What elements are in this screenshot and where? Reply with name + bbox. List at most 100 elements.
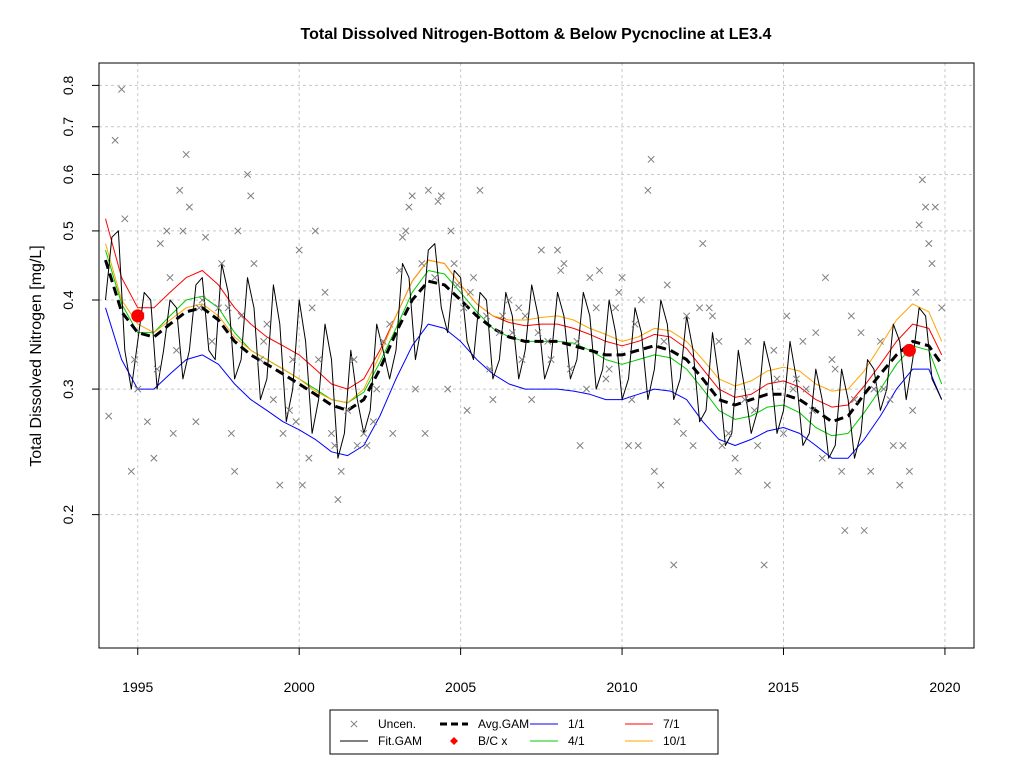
series-line-4-1: [105, 249, 943, 437]
legend-item: 1/1: [530, 717, 585, 731]
uncensored-point: [521, 312, 529, 320]
uncensored-point: [489, 396, 497, 404]
uncensored-point: [809, 406, 817, 414]
series-line-avg-gam: [104, 259, 943, 424]
x-tick-label: 1995: [122, 679, 153, 695]
uncensored-point: [437, 192, 445, 200]
uncensored-point: [679, 429, 687, 437]
uncensored-point: [699, 240, 707, 248]
uncensored-point: [163, 227, 171, 235]
uncensored-point: [689, 441, 697, 450]
uncensored-point: [802, 385, 810, 393]
uncensored-point: [547, 356, 555, 364]
uncensored-point: [447, 227, 455, 235]
uncensored-point: [308, 304, 316, 312]
y-axis-label: Total Dissolved Nitrogen [mg/L]: [28, 245, 45, 466]
uncensored-point: [760, 561, 768, 569]
uncensored-point: [783, 312, 791, 320]
y-tick-label: 0.8: [60, 75, 76, 95]
uncensored-point: [528, 396, 536, 404]
y-tick-label: 0.4: [60, 290, 76, 310]
uncensored-point: [476, 186, 484, 194]
uncensored-point: [644, 186, 652, 194]
uncensored-point: [812, 329, 820, 337]
uncensored-point: [398, 233, 407, 241]
uncensored-point: [925, 240, 933, 248]
legend-item: Avg.GAM: [440, 717, 529, 731]
uncensored-point: [731, 454, 739, 462]
legend-item: Uncen.: [350, 717, 416, 731]
x-tick-label: 2010: [606, 679, 637, 695]
uncensored-point: [634, 441, 642, 450]
legend-label: B/C x: [478, 734, 507, 748]
uncensored-point: [779, 429, 788, 437]
legend-label: 1/1: [568, 717, 585, 731]
uncensored-point: [763, 481, 771, 489]
uncensored-point: [285, 406, 294, 414]
uncensored-point: [515, 304, 523, 312]
y-tick-label: 0.2: [60, 505, 76, 525]
uncensored-point: [615, 288, 623, 296]
legend-item: 10/1: [625, 734, 687, 748]
uncensored-point: [373, 385, 381, 393]
uncensored-point: [850, 396, 859, 404]
uncensored-point: [201, 233, 210, 241]
uncensored-point: [463, 406, 471, 414]
uncensored-point: [408, 192, 416, 200]
uncensored-point: [405, 203, 413, 211]
uncensored-point: [182, 150, 190, 159]
uncensored-point: [773, 375, 781, 383]
uncensored-point: [544, 337, 552, 345]
uncensored-point: [695, 304, 704, 312]
legend: Uncen. Avg.GAM 1/1 7/1 Fit.GAM B/C x 4/1 10/1: [329, 709, 719, 755]
bc-point: [902, 343, 916, 357]
uncensored-point: [922, 203, 930, 211]
y-tick-label: 0.6: [60, 165, 76, 185]
uncensored-point: [411, 385, 419, 393]
uncensored-point: [424, 186, 432, 194]
uncensored-point: [247, 192, 255, 200]
uncensored-point: [134, 385, 142, 393]
legend-item: 7/1: [625, 717, 680, 731]
uncensored-point: [421, 429, 429, 437]
uncensored-point: [799, 337, 807, 345]
uncensored-point: [243, 170, 252, 179]
uncensored-point: [195, 304, 203, 312]
uncensored-point: [750, 406, 758, 414]
legend-label: 10/1: [663, 734, 687, 748]
uncensored-point: [292, 418, 300, 426]
uncensored-point: [573, 337, 581, 345]
uncensored-point: [673, 418, 681, 426]
uncensored-point: [912, 288, 920, 296]
uncensored-point: [718, 441, 726, 450]
chart-title: Total Dissolved Nitrogen-Bottom & Below …: [301, 26, 772, 43]
uncensored-point: [592, 304, 600, 312]
uncensored-point: [156, 240, 164, 248]
uncensored-point: [624, 441, 633, 450]
uncensored-point: [305, 454, 313, 462]
uncensored-point: [792, 375, 800, 383]
uncensored-point: [402, 227, 410, 235]
uncensored-point: [269, 396, 277, 404]
uncensored-point: [715, 337, 723, 345]
uncensored-point: [518, 356, 526, 364]
legend-label: 4/1: [568, 734, 585, 748]
uncensored-point: [650, 467, 658, 475]
uncensored-point: [172, 346, 181, 354]
uncensored-point: [896, 481, 904, 489]
uncensored-point: [150, 454, 158, 462]
series-line-7-1: [105, 218, 943, 408]
y-tick-label: 0.5: [60, 221, 76, 241]
uncensored-point: [889, 441, 897, 450]
uncensored-point: [867, 467, 875, 475]
uncensored-point: [363, 441, 371, 450]
uncensored-point: [234, 227, 242, 235]
uncensored-point: [166, 274, 174, 282]
uncensored-point: [127, 467, 135, 475]
uncensored-point: [915, 221, 923, 229]
uncensored-point: [208, 337, 216, 345]
uncensored-point: [121, 215, 129, 223]
uncensored-point: [821, 274, 830, 282]
uncensored-point: [453, 281, 461, 289]
